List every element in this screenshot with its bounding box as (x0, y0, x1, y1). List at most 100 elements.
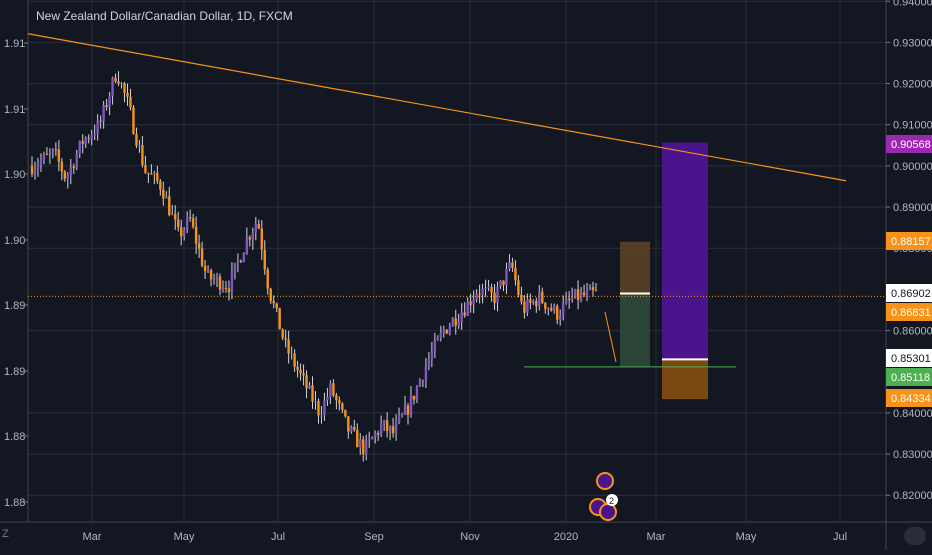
right-tick-label: 0.92000 (893, 79, 932, 91)
candle-body (215, 276, 219, 280)
candle-body (556, 306, 559, 320)
candle-body (481, 288, 484, 295)
zoom-label[interactable]: Z (2, 528, 9, 540)
candle-body (460, 312, 463, 322)
candle-body (403, 405, 407, 415)
candle-body (239, 260, 243, 263)
position-2-profit-zone (662, 142, 708, 360)
candle-body (457, 321, 460, 326)
candle-body (341, 403, 344, 410)
candle-body (96, 120, 99, 135)
candle-body (376, 432, 380, 435)
candle-body (248, 237, 252, 240)
candle-body (266, 269, 269, 289)
candle-body (436, 337, 440, 341)
candle-body (78, 141, 81, 155)
candle-body (412, 395, 416, 400)
candle-body (338, 400, 341, 404)
candle-body (344, 409, 347, 417)
candle-body (388, 426, 392, 431)
price-flag-label: 0.86902 (891, 288, 931, 300)
candle-body (496, 286, 499, 304)
candle-body (251, 232, 255, 240)
candle-body (532, 301, 535, 303)
candle-body (451, 318, 454, 327)
event-count-label: 2 (609, 496, 614, 506)
candle-body (45, 154, 49, 156)
candle-body (260, 228, 263, 250)
price-flag (886, 284, 932, 302)
candle-body (135, 133, 138, 146)
candle-body (564, 298, 568, 304)
candle-body (69, 166, 72, 176)
price-flag-label: 0.85118 (891, 372, 930, 384)
candle-body (394, 422, 398, 434)
candle-body (335, 395, 338, 401)
candle-body (269, 288, 272, 302)
candle-body (499, 280, 502, 287)
candle-body (379, 423, 383, 435)
candle-body (257, 223, 260, 229)
candle-body (359, 439, 362, 448)
candle-body (448, 326, 451, 334)
candle-body (72, 166, 75, 169)
left-tick-label: 1.90 (4, 235, 25, 247)
candle-body (191, 218, 195, 227)
candle-body (102, 105, 105, 122)
candle-body (400, 414, 404, 417)
candle-body (57, 149, 61, 162)
candle-body (182, 229, 186, 237)
candle-body (421, 380, 425, 382)
right-tick-label: 0.82000 (893, 490, 932, 502)
candle-body (48, 153, 52, 155)
candle-body (370, 437, 374, 439)
scale-toggle-button[interactable] (904, 527, 926, 545)
candle-body (561, 303, 565, 316)
candle-body (382, 420, 386, 424)
candle-body (466, 301, 469, 316)
left-tick-label: 1.91 (4, 38, 25, 50)
candle-body (126, 92, 129, 97)
candle-body (573, 289, 577, 298)
candle-body (350, 427, 353, 432)
candle-body (84, 138, 87, 144)
candle-body (493, 292, 496, 304)
candle-body (39, 160, 43, 166)
candle-body (174, 214, 177, 220)
candle-body (308, 385, 311, 389)
price-flag (886, 389, 932, 407)
x-tick-label: 2020 (554, 531, 578, 543)
candle-body (397, 416, 401, 423)
candle-body (553, 306, 556, 311)
candle-body (311, 385, 314, 402)
price-flag-label: 0.90568 (891, 139, 931, 151)
candle-body (469, 301, 472, 305)
candle-body (230, 271, 234, 293)
candle-body (299, 370, 302, 374)
candle-body (138, 145, 141, 147)
candle-body (526, 299, 529, 313)
candle-body (75, 154, 78, 169)
x-tick-label: Sep (364, 531, 384, 543)
candle-body (538, 291, 541, 307)
right-tick-label: 0.91000 (893, 120, 932, 132)
candle-body (63, 171, 67, 179)
candle-body (236, 260, 240, 263)
candle-body (490, 287, 493, 293)
candle-body (281, 329, 284, 338)
candle-body (567, 298, 571, 300)
candle-body (433, 340, 437, 352)
candle-body (99, 120, 102, 122)
candle-body (54, 149, 58, 151)
candle-body (206, 270, 210, 272)
candle-body (93, 134, 96, 136)
candle-body (254, 223, 258, 233)
candle-body (66, 175, 70, 179)
candle-body (362, 439, 365, 455)
candle-body (547, 308, 550, 310)
candle-body (284, 337, 287, 340)
candle-body (463, 312, 466, 316)
candle-body (263, 249, 266, 270)
